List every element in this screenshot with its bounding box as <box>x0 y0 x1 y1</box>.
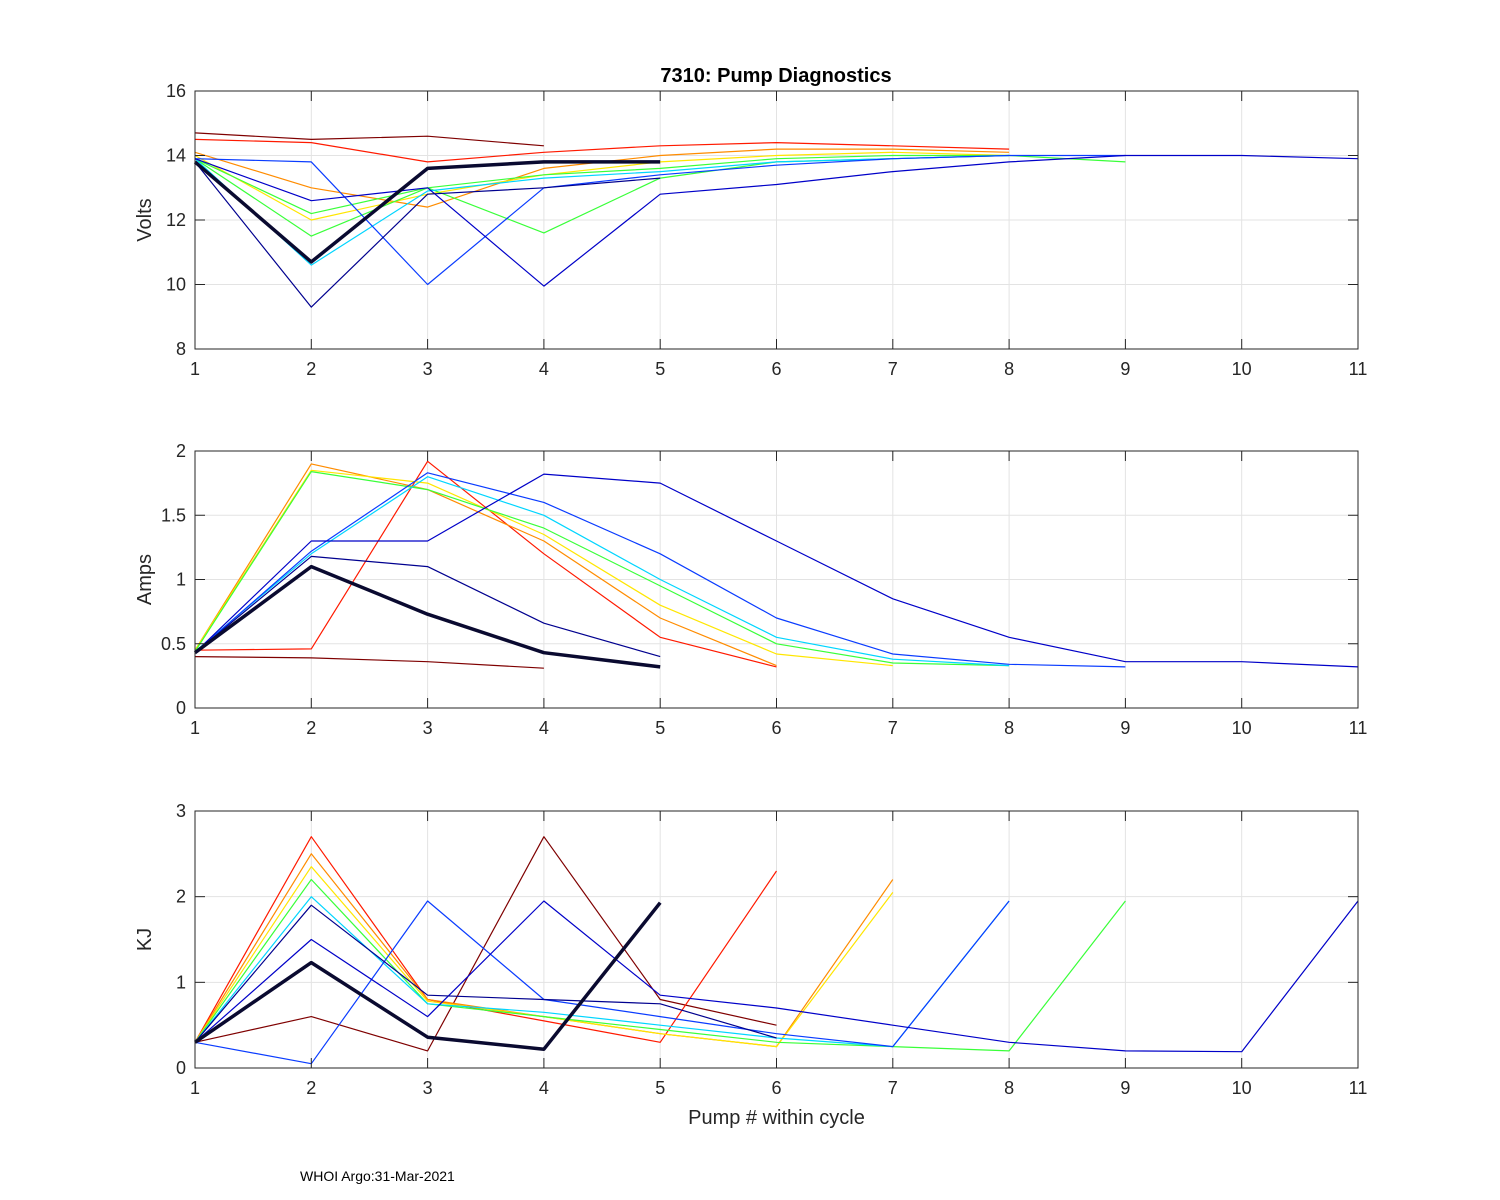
amps-line-representative-yellow <box>194 469 893 667</box>
volts-xtick-label: 8 <box>1004 359 1014 379</box>
kj-xtick-label: 2 <box>306 1078 316 1098</box>
amps-ylabel: Amps <box>134 554 156 605</box>
volts-xtick-label: 4 <box>539 359 549 379</box>
amps-xtick-label: 7 <box>888 718 898 738</box>
amps-series-group <box>193 460 1359 669</box>
amps-ytick-label: 0 <box>176 698 186 718</box>
kj-xtick-label: 11 <box>1349 1078 1368 1098</box>
amps-xtick-label: 9 <box>1120 718 1130 738</box>
volts-line-representative-yellow <box>194 151 1010 221</box>
volts-line-highlight-latest <box>193 160 661 264</box>
kj-xtick-label: 10 <box>1232 1078 1252 1098</box>
amps-line-representative-green <box>194 471 1010 667</box>
amps-xtick-label: 4 <box>539 718 549 738</box>
amps-xtick-label: 3 <box>423 718 433 738</box>
amps-line-representative-blue <box>194 472 1126 668</box>
kj-xtick-label: 7 <box>888 1078 898 1098</box>
volts-line-representative-navy <box>194 161 661 308</box>
volts-ytick-label: 12 <box>166 210 186 230</box>
kj-xtick-label: 5 <box>655 1078 665 1098</box>
volts-xtick-label: 11 <box>1349 359 1368 379</box>
amps-ytick-label: 1 <box>176 570 186 590</box>
volts-ylabel: Volts <box>134 198 156 241</box>
footer-credit: WHOI Argo:31-Mar-2021 <box>300 1168 455 1184</box>
volts-ytick-label: 14 <box>166 146 186 166</box>
volts-line-representative-green <box>194 154 1126 237</box>
volts-ytick-label: 10 <box>166 275 186 295</box>
amps-ytick-label: 1.5 <box>161 505 186 525</box>
kj-line-representative-blue-late <box>194 900 1359 1053</box>
kj-line-representative-blue <box>194 900 1010 1065</box>
kj-xtick-label: 3 <box>423 1078 433 1098</box>
kj-xtick-label: 9 <box>1120 1078 1130 1098</box>
kj-xtick-label: 4 <box>539 1078 549 1098</box>
volts-xtick-label: 3 <box>423 359 433 379</box>
amps-line-representative-navy <box>194 555 661 658</box>
volts-ytick-label: 8 <box>176 339 186 359</box>
amps-xtick-label: 6 <box>771 718 781 738</box>
amps-xtick-label: 8 <box>1004 718 1014 738</box>
amps-line-highlight-latest <box>193 564 661 669</box>
volts-xtick-label: 2 <box>306 359 316 379</box>
volts-xtick-label: 6 <box>771 359 781 379</box>
volts-ytick-label: 16 <box>166 81 186 101</box>
amps-xtick-label: 5 <box>655 718 665 738</box>
volts-line-representative-blue <box>194 154 1126 286</box>
amps-ytick-label: 0.5 <box>161 634 186 654</box>
volts-xtick-label: 5 <box>655 359 665 379</box>
kj-line-representative-cyan <box>194 896 1010 1048</box>
kj-ytick-label: 3 <box>176 801 186 821</box>
volts-line-representative-dark-red <box>194 132 544 147</box>
amps-xtick-label: 1 <box>190 718 200 738</box>
volts-line-representative-blue-late <box>194 154 1359 287</box>
kj-ytick-label: 0 <box>176 1058 186 1078</box>
volts-line-representative-red <box>194 138 1010 163</box>
amps-line-representative-dark-red <box>194 656 544 669</box>
amps-xtick-label: 11 <box>1349 718 1368 738</box>
kj-xlabel: Pump # within cycle <box>688 1107 865 1129</box>
volts-xtick-label: 9 <box>1120 359 1130 379</box>
kj-line-representative-navy <box>194 904 777 1043</box>
volts-xtick-label: 1 <box>190 359 200 379</box>
amps-xtick-label: 2 <box>306 718 316 738</box>
kj-xtick-label: 8 <box>1004 1078 1014 1098</box>
amps-line-representative-orange <box>194 463 777 667</box>
chart-title: 7310: Pump Diagnostics <box>660 65 891 87</box>
kj-series-group <box>194 836 1359 1065</box>
volts-xtick-label: 7 <box>888 359 898 379</box>
kj-line-representative-green <box>194 878 1126 1052</box>
kj-ylabel: KJ <box>134 928 156 951</box>
amps-xtick-label: 10 <box>1232 718 1252 738</box>
kj-ytick-label: 2 <box>176 887 186 907</box>
kj-ytick-label: 1 <box>176 972 186 992</box>
kj-line-representative-dark-red <box>194 836 777 1052</box>
kj-line-highlight-latest <box>194 901 662 1051</box>
amps-line-representative-blue-late <box>194 473 1359 668</box>
volts-xtick-label: 10 <box>1232 359 1252 379</box>
kj-xtick-label: 6 <box>771 1078 781 1098</box>
volts-series-group <box>193 132 1359 308</box>
amps-panel: 1 2 3 4 5 6 7 8 9 10 11 0 0.5 1 1.5 2 Amps <box>134 441 1367 738</box>
kj-xtick-label: 1 <box>190 1078 200 1098</box>
amps-ytick-label: 2 <box>176 441 186 461</box>
